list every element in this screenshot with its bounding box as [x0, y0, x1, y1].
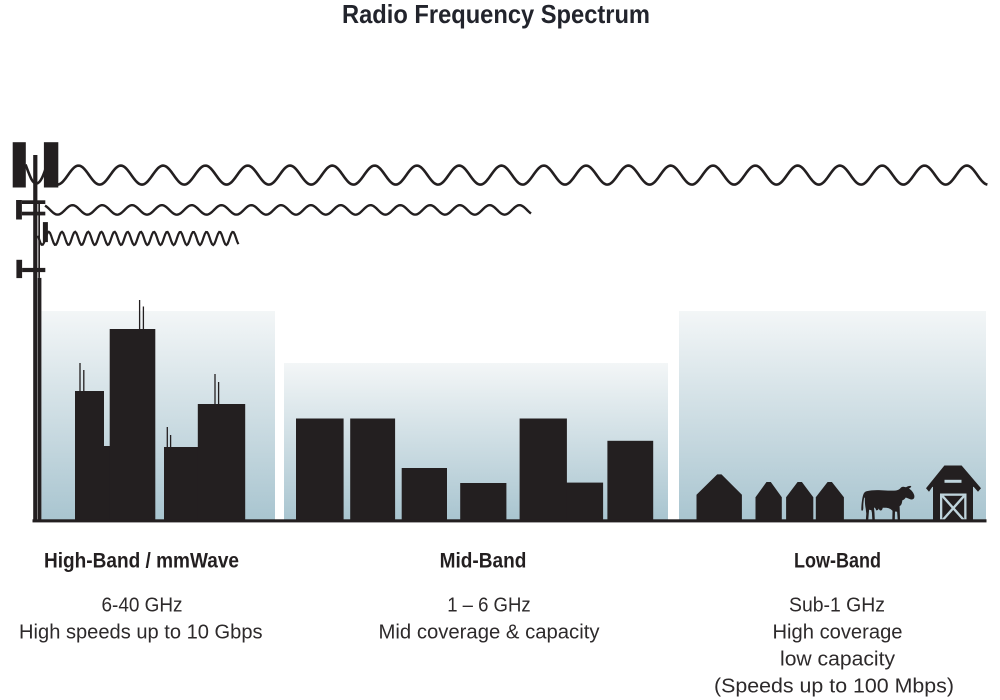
svg-text:Sub-1 GHz: Sub-1 GHz: [789, 595, 885, 617]
svg-text:Radio Frequency Spectrum: Radio Frequency Spectrum: [342, 0, 650, 29]
svg-text:1 – 6 GHz: 1 – 6 GHz: [447, 595, 530, 617]
svg-text:6-40 GHz: 6-40 GHz: [102, 595, 183, 617]
svg-text:(Speeds up to 100 Mbps): (Speeds up to 100 Mbps): [714, 675, 954, 697]
svg-text:High coverage: High coverage: [773, 622, 903, 644]
svg-text:Mid coverage & capacity: Mid coverage & capacity: [379, 622, 600, 644]
svg-text:low capacity: low capacity: [780, 649, 895, 671]
svg-text:Low-Band: Low-Band: [794, 550, 881, 573]
svg-text:High-Band / mmWave: High-Band / mmWave: [44, 550, 239, 573]
svg-text:Mid-Band: Mid-Band: [440, 550, 527, 573]
svg-text:High speeds up to 10 Gbps: High speeds up to 10 Gbps: [19, 622, 263, 644]
